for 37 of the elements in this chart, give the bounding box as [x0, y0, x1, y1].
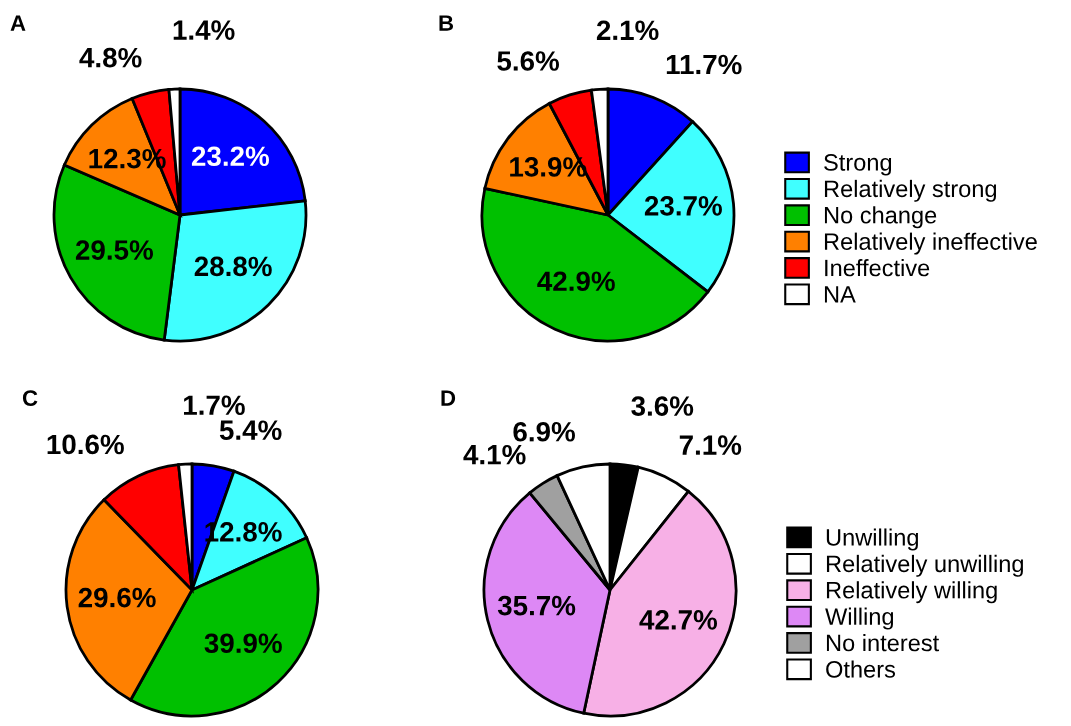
legend-label: Relatively ineffective	[824, 232, 1037, 255]
data-label: 28.8%	[194, 256, 272, 277]
legend-label: Willing	[825, 607, 894, 630]
legend-label: No interest	[826, 633, 940, 652]
data-label: 4.1%	[463, 444, 526, 465]
data-label: 1.7%	[184, 395, 245, 415]
chart-title: C	[22, 390, 38, 406]
data-label: 35.7%	[497, 595, 576, 616]
data-label: 3.6%	[631, 396, 694, 416]
data-label: 42.9%	[537, 271, 615, 292]
data-label: 23.7%	[644, 196, 722, 216]
data-label: 29.5%	[75, 240, 153, 260]
data-label: 7.1%	[679, 435, 742, 455]
chart-title: D	[441, 390, 456, 406]
chart-title: A	[10, 15, 26, 31]
chart-title: B	[439, 15, 454, 31]
data-label: 5.4%	[219, 420, 282, 440]
legend-label: Relatively willing	[826, 581, 997, 604]
legend-label: Relatively unwilling	[826, 554, 1023, 577]
legend-label: Ineffective	[825, 258, 930, 277]
data-label: 1.4%	[173, 20, 235, 40]
legend-label: Others	[826, 660, 896, 678]
data-label: 2.1%	[596, 20, 659, 41]
data-label: 39.9%	[204, 633, 282, 654]
data-label: 42.7%	[639, 610, 718, 630]
legend-label: No change	[824, 206, 937, 229]
legend-label: Unwilling	[826, 528, 918, 551]
legend-label: NA	[824, 286, 856, 303]
data-label: 29.6%	[78, 587, 156, 608]
data-label: 6.9%	[513, 421, 575, 442]
data-label: 5.6%	[497, 51, 559, 71]
data-label: 11.7%	[666, 54, 742, 75]
legend-label: Strong	[824, 154, 892, 176]
data-label: 10.6%	[47, 434, 124, 455]
data-label: 4.8%	[79, 47, 142, 68]
legend-label: Relatively strong	[824, 179, 997, 202]
data-label: 23.2%	[191, 146, 269, 167]
